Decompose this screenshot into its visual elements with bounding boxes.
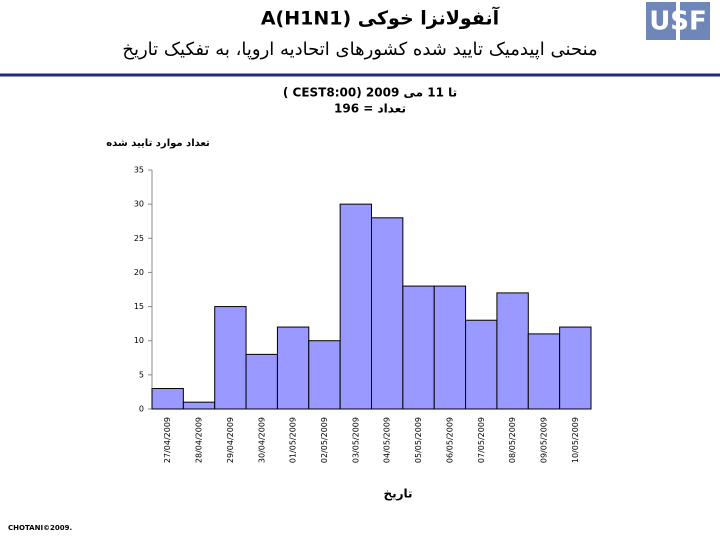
- bar: [559, 326, 592, 410]
- y-tick-label: 15: [134, 302, 144, 311]
- y-tick-label: 35: [134, 166, 144, 175]
- bar: [182, 401, 216, 410]
- chart-title: تا 11 می 2009 (CEST8:00 ): [283, 86, 457, 100]
- x-tick-label: 03/05/2009: [351, 417, 360, 463]
- slide-subtitle: منحنی اپیدمیک تایید شده کشورهای اتحادیه …: [122, 39, 597, 60]
- y-tick-label: 30: [134, 200, 144, 209]
- x-tick-label: 30/04/2009: [257, 417, 266, 463]
- y-tick-label: 20: [134, 268, 144, 277]
- x-tick-label: 27/04/2009: [163, 417, 172, 463]
- x-tick-label: 04/05/2009: [383, 417, 392, 463]
- bar: [465, 319, 498, 410]
- bar: [245, 353, 278, 410]
- bar: [433, 285, 467, 410]
- y-tick-label: 10: [134, 336, 144, 345]
- x-axis-label: تاریخ: [383, 487, 412, 501]
- x-tick-label: 29/04/2009: [226, 417, 235, 463]
- bar: [308, 340, 341, 410]
- logo-shield: [680, 2, 710, 40]
- logo-shield: [646, 2, 676, 40]
- bar: [527, 333, 561, 410]
- x-tick-label: 06/05/2009: [445, 417, 454, 463]
- logo: USF: [649, 7, 707, 37]
- x-tick-label: 01/05/2009: [289, 417, 298, 463]
- x-tick-label: 02/05/2009: [320, 417, 329, 463]
- bar: [402, 285, 435, 410]
- y-tick-label: 0: [139, 405, 144, 414]
- x-tick-label: 05/05/2009: [414, 417, 423, 463]
- y-axis-label: تعداد موارد تایید شده: [106, 138, 210, 149]
- bar: [276, 326, 310, 410]
- bar: [151, 388, 184, 410]
- footer: CHOTANI©2009.: [8, 524, 72, 532]
- bar: [339, 203, 372, 410]
- y-tick-label: 25: [134, 234, 144, 243]
- chart-subtitle: تعداد = 196: [334, 102, 406, 116]
- slide-title: آنفولانزا خوکی A(H1N1): [261, 6, 500, 30]
- x-tick-label: 10/05/2009: [571, 417, 580, 463]
- bar: [496, 292, 529, 410]
- bar: [371, 217, 404, 410]
- y-tick-label: 5: [139, 370, 144, 379]
- bar: [214, 306, 247, 410]
- x-tick-label: 07/05/2009: [477, 417, 486, 463]
- x-tick-label: 09/05/2009: [539, 417, 548, 463]
- x-tick-label: 08/05/2009: [508, 417, 517, 463]
- x-tick-label: 28/04/2009: [195, 417, 204, 463]
